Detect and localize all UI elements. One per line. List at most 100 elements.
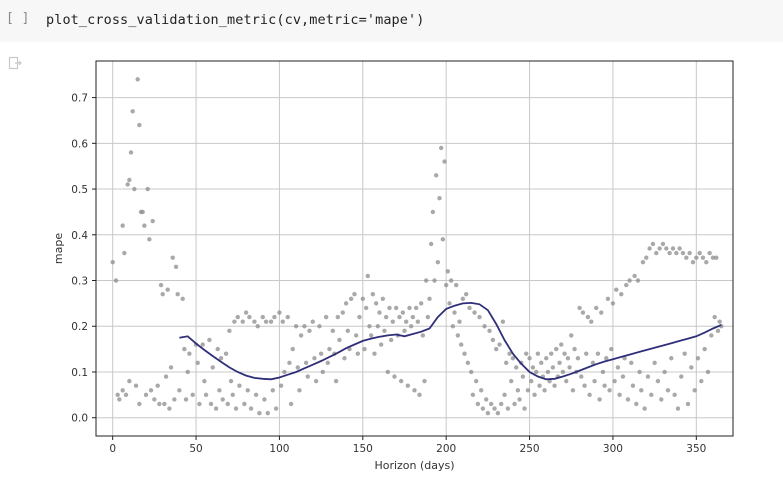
scatter-point [273,406,279,411]
scatter-point [400,310,406,315]
scatter-point [122,250,127,256]
scatter-point [305,374,310,379]
scatter-point [447,301,452,306]
scatter-point [615,365,621,370]
scatter-point [327,346,332,352]
scatter-point [602,383,607,388]
scatter-point [570,388,576,393]
scatter-point [580,310,586,315]
run-cell-button[interactable]: [ ] [6,11,30,26]
scatter-point [390,319,396,324]
scatter-point [705,369,711,375]
scatter-point [644,255,649,260]
scatter-point [412,388,417,393]
scatter-point [562,351,567,356]
scatter-point [624,282,629,288]
scatter-point [637,369,642,375]
scatter-point [353,333,359,338]
scatter-point [423,278,429,283]
scatter-point [665,388,671,393]
scatter-point [200,342,205,347]
scatter-point [433,173,439,178]
scatter-point [223,351,229,356]
scatter-point [233,406,239,411]
scatter-point [365,273,371,279]
scatter-point [263,319,269,324]
scatter-point [565,356,571,361]
scatter-point [340,310,345,315]
scatter-point [110,260,115,265]
scatter-point [123,392,129,398]
code-text[interactable]: plot_cross_validation_metric(cv,metric='… [46,12,425,28]
scatter-point [155,383,160,388]
scatter-point [669,356,674,361]
scatter-point [140,209,145,215]
scatter-point [355,351,361,356]
scatter-point [707,250,712,256]
scatter-point [133,383,139,388]
scatter-point [564,378,569,384]
y-tick-label: 0.4 [71,230,88,242]
scatter-point [557,360,562,366]
scatter-point [307,328,312,334]
mape-trend-line [179,301,722,381]
scatter-point [287,360,292,366]
scatter-point [357,314,362,320]
scatter-point [323,314,329,320]
scatter-point [272,314,277,320]
scatter-point [714,255,719,260]
scatter-point [634,401,639,407]
scatter-point [163,374,169,379]
scatter-point [145,186,150,192]
scatter-point [545,369,551,375]
scatter-point [415,319,421,324]
scatter-point [410,314,416,320]
scatter-point [302,324,307,329]
scatter-point [298,333,304,338]
scatter-point [262,397,267,402]
scatter-point [162,401,167,407]
scatter-point [413,305,419,311]
scatter-point [127,378,132,384]
scatter-point [712,314,717,320]
scatter-point [468,369,474,375]
scatter-point [595,351,601,356]
scatter-point [542,388,547,393]
grid-lines [96,61,733,436]
scatter-point [467,305,472,311]
scatter-point [539,360,544,366]
y-tick-label: 0.0 [71,413,88,425]
scatter-point [487,328,492,334]
code-cell-input[interactable]: [ ] plot_cross_validation_metric(cv,metr… [0,0,783,42]
scatter-point [428,241,434,247]
scatter-point [225,401,230,407]
scatter-point [180,296,185,302]
scatter-point [432,278,437,283]
scatter-point [403,319,409,324]
scatter-point [577,305,582,311]
scatter-point [647,246,652,251]
scatter-point [247,314,252,320]
scatter-point [297,388,302,393]
output-arrow-icon[interactable] [8,56,22,70]
scatter-point [485,410,491,416]
scatter-point [120,223,125,228]
scatter-point [689,365,694,370]
scatter-point [268,319,274,324]
scatter-point [363,305,369,311]
scatter-point [514,365,519,370]
scatter-point [375,324,381,329]
scatter-point [575,356,581,361]
y-tick-label: 0.1 [71,367,88,379]
scatter-point [213,406,219,411]
scatter-point [635,278,641,283]
scatter-point [265,410,270,416]
scatter-point [352,292,357,297]
scatter-point [455,333,461,338]
scatter-point [654,250,659,256]
y-axis-ticks: 0.0 0.1 0.2 0.3 0.4 0.5 0.6 0.7 [71,93,96,425]
scatter-point [462,351,467,356]
scatter-point [418,301,424,306]
scatter-point [372,351,377,356]
scatter-point [642,406,647,411]
